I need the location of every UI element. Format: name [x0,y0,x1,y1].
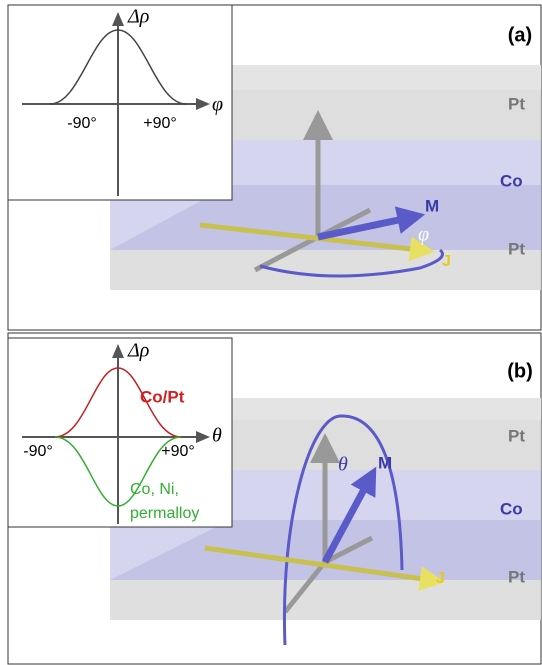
panel-label: (a) [508,24,532,46]
layer-label: Pt [508,94,525,113]
layer-label: Pt [508,239,525,258]
panel-a: (a) Pt Co Pt M φ J Δρ φ -90° +90° [8,5,541,330]
layer-label: Co [500,171,523,190]
layer-pt-bottom [110,250,541,290]
panel-b: (b) Pt Co Pt M θ J Δρ θ -90° +90° Co/Pt … [8,333,541,664]
tick-label: -90° [67,115,97,132]
tick-label: +90° [143,115,177,132]
m-label: M [425,196,439,215]
inset [8,5,232,200]
curve-label: Co/Pt [140,387,185,406]
figure: (a) Pt Co Pt M φ J Δρ φ -90° +90° (b) Pt… [0,0,542,665]
layer-label: Pt [508,567,525,586]
layer-label: Co [500,499,523,518]
tick-label: -90° [23,443,53,460]
y-label: Δρ [127,6,149,28]
x-label: θ [212,425,222,447]
y-label: Δρ [127,340,149,362]
current-label: J [442,253,451,270]
angle-label: θ [338,454,348,476]
current-label: J [436,570,445,587]
m-label: M [378,453,392,472]
inset [8,338,232,527]
layer-label: Pt [508,426,525,445]
angle-label: φ [418,224,429,246]
tick-label: +90° [161,443,195,460]
x-label: φ [212,94,223,116]
panel-label: (b) [507,360,533,382]
page: (a) Pt Co Pt M φ J Δρ φ -90° +90° (b) Pt… [0,0,542,665]
curve-label: permalloy [130,505,199,522]
layer-pt-bottom [110,580,541,620]
curve-label: Co, Ni, [130,481,179,498]
